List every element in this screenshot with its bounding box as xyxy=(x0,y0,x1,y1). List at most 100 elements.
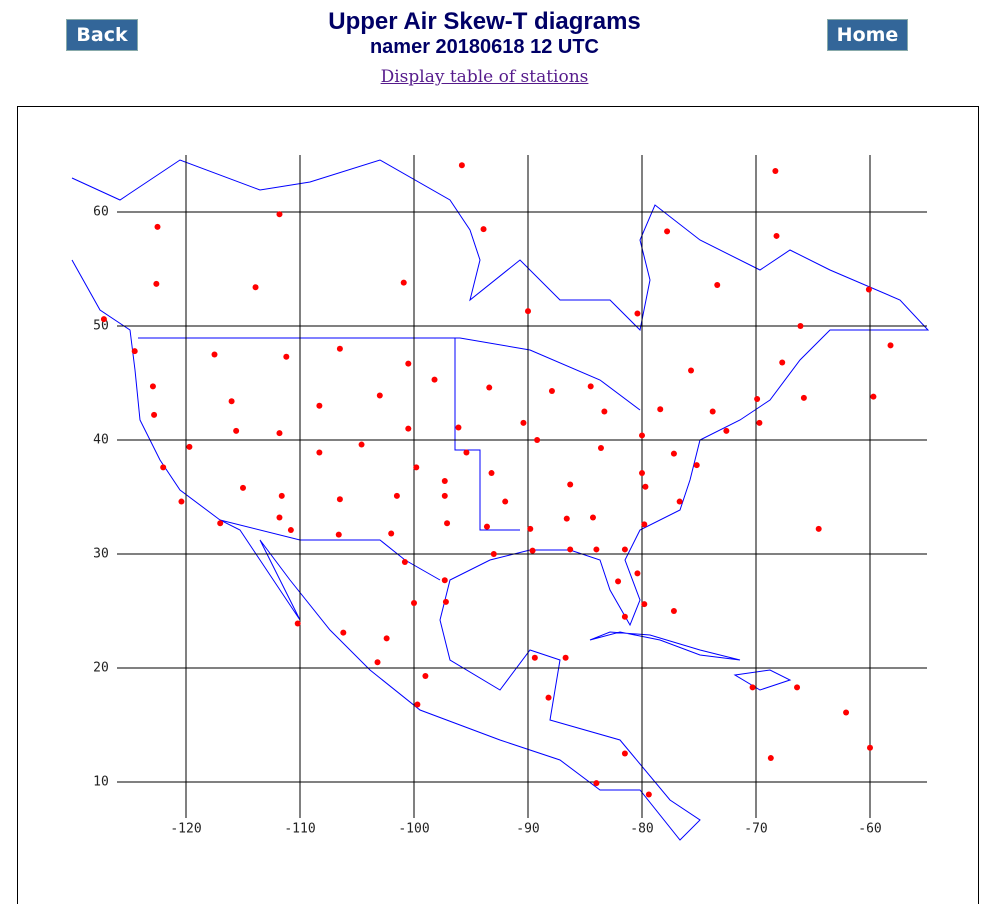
station xyxy=(405,425,412,432)
station xyxy=(714,281,721,288)
station xyxy=(441,492,448,499)
station xyxy=(865,286,872,293)
station xyxy=(442,598,449,605)
grid: 10 20 30 40 50 60 -120 -110 -100 -90 -80 -70 -60 xyxy=(93,155,927,837)
station xyxy=(593,546,600,553)
station xyxy=(240,484,246,491)
station xyxy=(160,464,167,471)
station xyxy=(340,629,347,636)
title: Upper Air Skew-T diagrams xyxy=(328,8,641,35)
y-tick-label: 20 xyxy=(93,661,109,676)
coastlines xyxy=(71,159,930,841)
station xyxy=(634,310,641,317)
station xyxy=(490,551,497,557)
station xyxy=(486,384,493,391)
station xyxy=(276,430,283,437)
station xyxy=(800,394,807,401)
station xyxy=(779,359,786,366)
station xyxy=(316,402,323,409)
station xyxy=(563,515,570,522)
station xyxy=(587,383,594,390)
station xyxy=(772,167,779,174)
station xyxy=(186,443,193,450)
station xyxy=(411,600,417,607)
back-button[interactable]: Back xyxy=(66,19,138,51)
station xyxy=(149,383,156,390)
station xyxy=(567,546,574,553)
x-tick-label: -80 xyxy=(630,822,653,837)
station xyxy=(548,387,555,394)
station xyxy=(645,791,652,798)
station xyxy=(228,398,235,405)
station xyxy=(153,280,160,287)
home-button[interactable]: Home xyxy=(827,19,908,51)
station xyxy=(441,577,448,584)
station xyxy=(670,450,677,457)
station xyxy=(211,351,218,358)
station xyxy=(749,684,756,691)
station xyxy=(100,316,107,323)
station xyxy=(383,635,390,642)
station xyxy=(754,395,761,402)
y-tick-label: 60 xyxy=(93,205,109,220)
station xyxy=(393,492,400,499)
station xyxy=(283,353,290,360)
continent xyxy=(71,159,930,841)
station xyxy=(597,444,604,451)
station xyxy=(336,496,343,503)
map-frame xyxy=(17,106,979,904)
station xyxy=(252,284,259,291)
station xyxy=(336,345,343,352)
station xyxy=(527,525,534,532)
station xyxy=(294,620,301,627)
station xyxy=(562,654,569,661)
station xyxy=(401,558,408,565)
station xyxy=(773,232,780,239)
station xyxy=(693,462,700,469)
station xyxy=(709,408,716,415)
header: Upper Air Skew-T diagrams namer 20180618… xyxy=(0,8,969,59)
station xyxy=(870,393,877,400)
station xyxy=(441,478,448,485)
station xyxy=(676,498,683,505)
station xyxy=(641,601,648,608)
station xyxy=(621,613,628,620)
station xyxy=(520,419,527,426)
station xyxy=(287,527,294,534)
station xyxy=(688,367,695,374)
station xyxy=(670,608,677,614)
station xyxy=(480,226,487,233)
station xyxy=(358,441,365,448)
station xyxy=(463,449,470,456)
station xyxy=(767,755,774,762)
stations xyxy=(100,162,894,798)
stations-link[interactable]: Display table of stations xyxy=(380,67,589,87)
station xyxy=(639,432,645,439)
station xyxy=(414,701,421,708)
station xyxy=(843,709,850,716)
station xyxy=(615,578,622,585)
y-tick-label: 40 xyxy=(93,433,109,448)
station xyxy=(589,514,596,521)
station xyxy=(601,408,608,415)
station xyxy=(154,223,161,230)
subtitle: namer 20180618 12 UTC xyxy=(369,36,600,58)
station xyxy=(567,481,574,488)
y-tick-label: 30 xyxy=(93,547,109,562)
station xyxy=(388,530,395,537)
station xyxy=(794,684,801,691)
station xyxy=(278,492,285,499)
station xyxy=(455,424,462,431)
station xyxy=(525,308,531,315)
station xyxy=(233,427,240,434)
station xyxy=(634,570,641,577)
station xyxy=(529,547,536,554)
station xyxy=(276,211,283,218)
station xyxy=(867,744,873,751)
x-tick-label: -100 xyxy=(398,822,429,837)
x-tick-label: -120 xyxy=(170,822,201,837)
station xyxy=(431,376,438,383)
station xyxy=(458,162,465,169)
